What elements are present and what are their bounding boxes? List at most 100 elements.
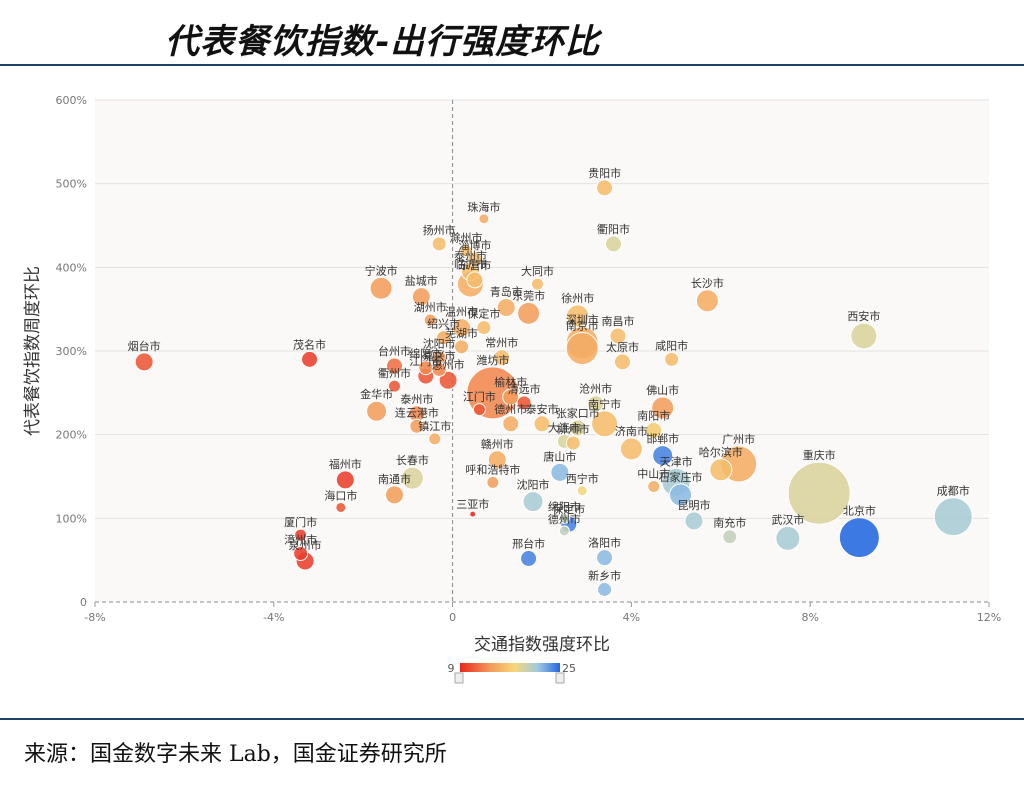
- bubble-point[interactable]: [684, 511, 704, 531]
- bubble-label: 湖州市: [414, 300, 447, 314]
- bubble-point[interactable]: [301, 350, 319, 368]
- bubble-point[interactable]: [651, 396, 675, 420]
- bubble-point[interactable]: [466, 271, 484, 289]
- bubble-label: 张家口市: [556, 406, 600, 420]
- visual-map-handle-right[interactable]: [555, 672, 565, 684]
- bubble-label: 贵阳市: [588, 166, 621, 180]
- bubble-label: 嘉兴市: [423, 348, 456, 362]
- bubble-point[interactable]: [597, 581, 613, 597]
- bubble-point[interactable]: [478, 213, 490, 225]
- bubble-label: 滁州市: [450, 231, 483, 245]
- bubble-point[interactable]: [472, 403, 486, 417]
- bubble-label: 长沙市: [691, 276, 724, 290]
- bubble-label: 新乡市: [588, 568, 621, 582]
- bubble-point[interactable]: [369, 276, 393, 300]
- x-tick-label: -4%: [263, 611, 284, 624]
- bubble-point[interactable]: [591, 410, 619, 438]
- bubble-point[interactable]: [294, 528, 308, 542]
- bubble-point[interactable]: [709, 458, 733, 482]
- bubble-point[interactable]: [459, 244, 473, 258]
- bubble-point[interactable]: [569, 419, 587, 437]
- bubble-point[interactable]: [596, 549, 614, 567]
- bubble-label: 洛阳市: [588, 536, 621, 550]
- bubble-point[interactable]: [366, 400, 388, 422]
- bubble-point[interactable]: [476, 320, 492, 336]
- bubble-point[interactable]: [565, 331, 599, 365]
- bubble-point[interactable]: [436, 330, 452, 346]
- bubble-point[interactable]: [775, 525, 801, 551]
- bubble-point[interactable]: [496, 297, 516, 317]
- bubble-point[interactable]: [652, 445, 674, 467]
- bubble-label: 台州市: [378, 344, 411, 358]
- bubble-point[interactable]: [385, 357, 403, 375]
- bubble-point[interactable]: [517, 301, 541, 325]
- bubble-point[interactable]: [467, 251, 483, 267]
- bubble-label: 温州市: [445, 305, 478, 319]
- bubble-point[interactable]: [565, 435, 581, 451]
- bubble-point[interactable]: [493, 349, 511, 367]
- bubble-point[interactable]: [409, 418, 425, 434]
- x-axis-ticks: -8% -4% 0 4% 8% 12%: [84, 602, 1001, 624]
- visual-map-handle-left[interactable]: [454, 672, 464, 684]
- bubble-point[interactable]: [469, 510, 477, 518]
- bubble-point[interactable]: [587, 395, 605, 413]
- bubble-point[interactable]: [605, 235, 623, 253]
- bubble-point[interactable]: [550, 462, 570, 482]
- bubble-point[interactable]: [431, 236, 447, 252]
- bubble-point[interactable]: [400, 466, 424, 490]
- bubble-point[interactable]: [423, 313, 437, 327]
- bubble-point[interactable]: [384, 485, 404, 505]
- bubble-point[interactable]: [850, 322, 878, 350]
- bubble-point[interactable]: [933, 497, 973, 537]
- bubble-point[interactable]: [134, 352, 154, 372]
- bubble-point[interactable]: [486, 475, 500, 489]
- bubble-point[interactable]: [335, 470, 355, 490]
- bubble-point[interactable]: [428, 432, 442, 446]
- bubble-label: 衢州市: [378, 366, 411, 380]
- x-tick-label: 4%: [623, 611, 640, 624]
- bubble-point[interactable]: [335, 501, 347, 513]
- bubble-point[interactable]: [596, 179, 614, 197]
- bubble-point[interactable]: [669, 483, 693, 507]
- bubble-point[interactable]: [520, 549, 538, 567]
- bubble-point[interactable]: [522, 491, 544, 513]
- bubble-point[interactable]: [502, 415, 520, 433]
- bubble-label: 江门市: [463, 390, 496, 404]
- bubble-point[interactable]: [613, 353, 631, 371]
- bubble-point[interactable]: [558, 512, 570, 524]
- bubble-label: 柳州市: [557, 422, 590, 436]
- bubble-point[interactable]: [411, 287, 431, 307]
- bubble-point[interactable]: [452, 318, 472, 338]
- bubble-point[interactable]: [531, 277, 545, 291]
- bubble-point[interactable]: [722, 529, 738, 545]
- bubble-point[interactable]: [566, 304, 590, 328]
- bubble-point[interactable]: [787, 461, 851, 525]
- bubble-point[interactable]: [293, 545, 309, 561]
- bubble-point[interactable]: [619, 437, 643, 461]
- bubble-point[interactable]: [647, 480, 661, 494]
- bubble-point[interactable]: [487, 450, 507, 470]
- page-title: 代表餐饮指数-出行强度环比: [165, 22, 601, 62]
- bubble-point[interactable]: [438, 370, 458, 390]
- scatter-chart: 0 100% 200% 300% 400% 500% 600% -8% -4% 0 4% 8% 12%…: [23, 94, 1001, 684]
- bubble-point[interactable]: [576, 485, 588, 497]
- bubble-point[interactable]: [695, 289, 719, 313]
- bubble-point[interactable]: [454, 339, 470, 355]
- bubble-point[interactable]: [431, 361, 447, 377]
- bubble-point[interactable]: [516, 395, 532, 411]
- bubble-point[interactable]: [645, 421, 663, 439]
- bubble-label: 南充市: [713, 516, 746, 530]
- bubble-point[interactable]: [558, 525, 570, 537]
- bubble-point[interactable]: [838, 517, 880, 559]
- bubble-label: 宁波市: [365, 263, 398, 277]
- bubble-label: 盐城市: [405, 274, 438, 288]
- bubble-point[interactable]: [664, 351, 680, 367]
- visual-map[interactable]: 9 25: [448, 662, 577, 684]
- bubble-point[interactable]: [387, 379, 401, 393]
- bubble-label: 石家庄市: [659, 470, 703, 484]
- bubble-point[interactable]: [502, 388, 520, 406]
- visual-map-max: 25: [562, 662, 576, 675]
- bubble-point[interactable]: [609, 327, 627, 345]
- bubble-point[interactable]: [533, 415, 551, 433]
- bubble-label: 哈尔滨市: [699, 445, 743, 459]
